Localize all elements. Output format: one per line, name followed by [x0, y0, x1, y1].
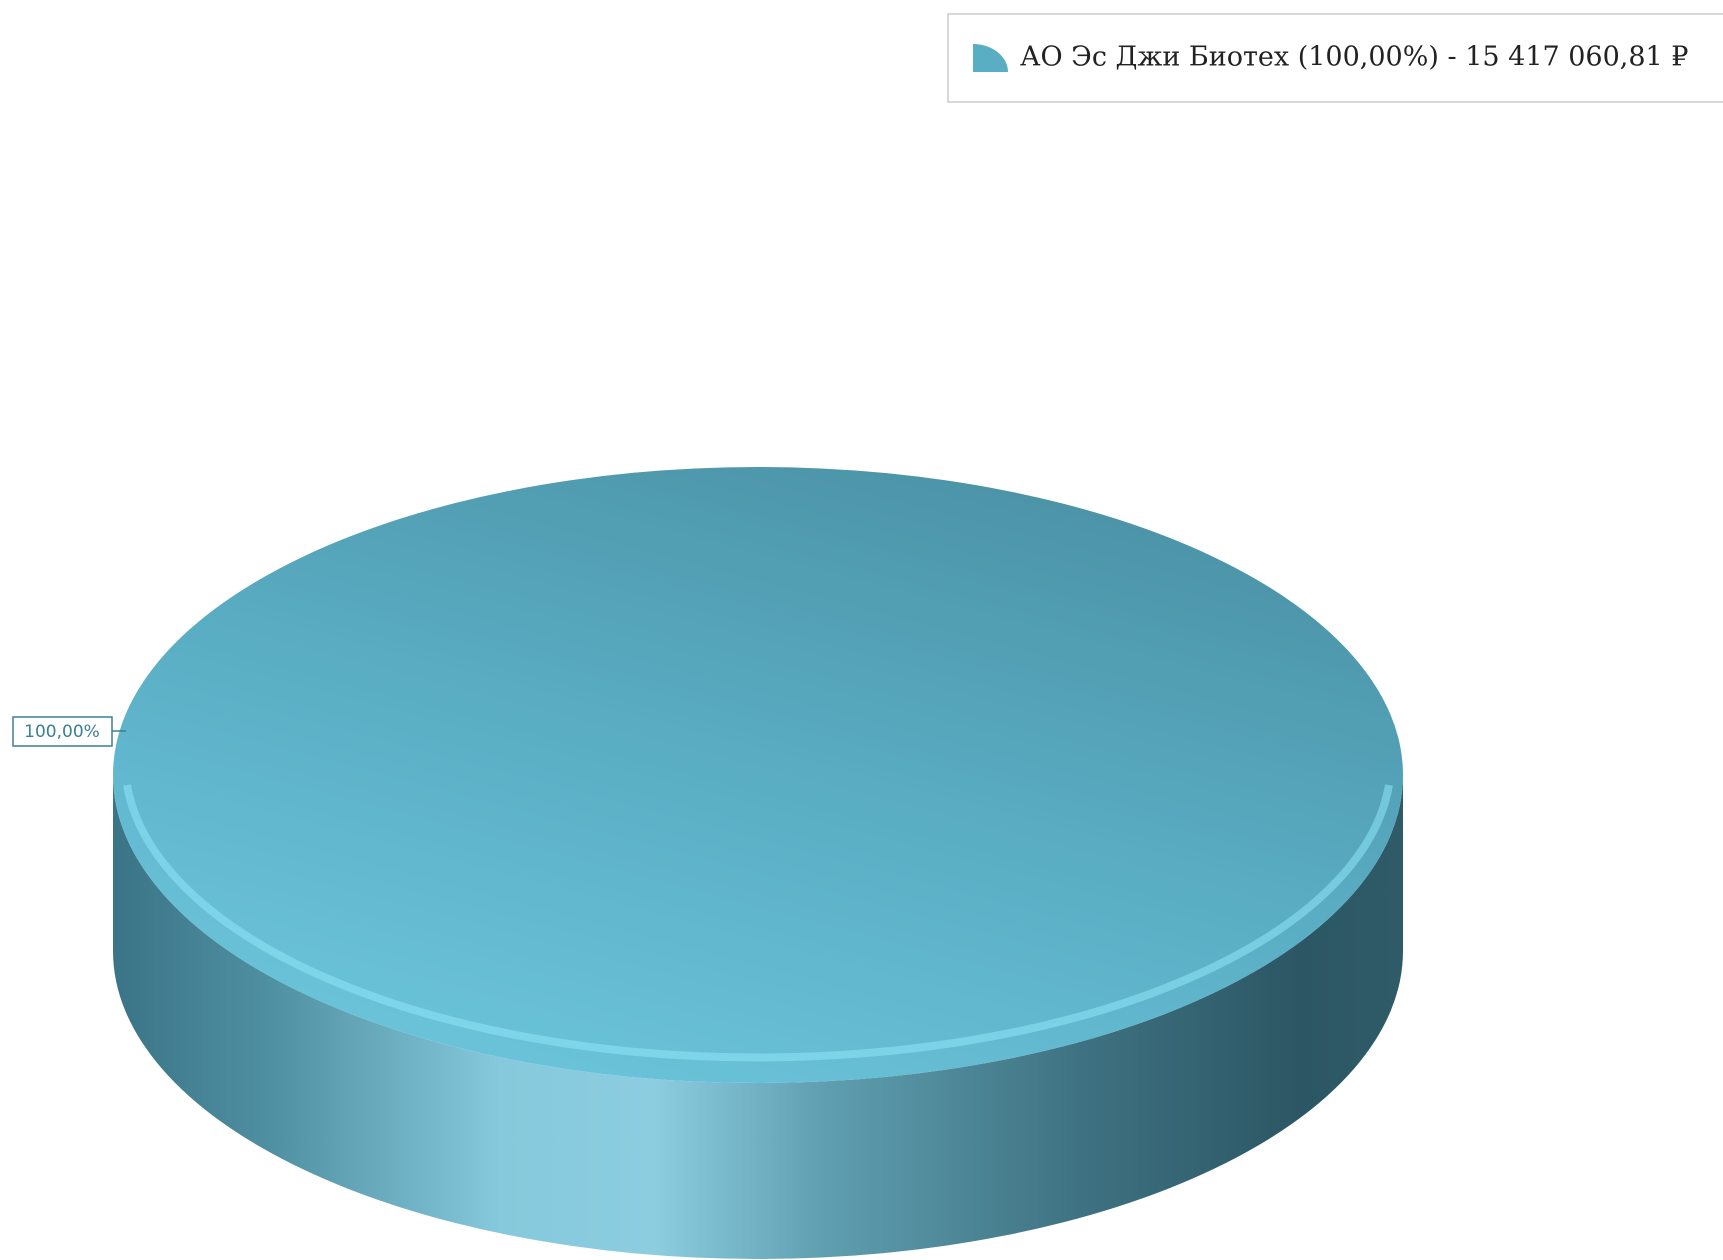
- pie-side: [113, 775, 1403, 1259]
- legend-label: АО Эс Джи Биотех (100,00%) - 15 417 060,…: [1020, 42, 1689, 73]
- legend-swatch: [973, 44, 1008, 72]
- pie-rim: [123, 784, 1393, 1062]
- legend-box: [947, 13, 1723, 103]
- value-label-box: [12, 716, 113, 747]
- legend: АО Эс Джи Биотех (100,00%) - 15 417 060,…: [947, 13, 1723, 103]
- value-label: 100,00%: [24, 722, 100, 742]
- pie-slice: [113, 467, 1403, 1083]
